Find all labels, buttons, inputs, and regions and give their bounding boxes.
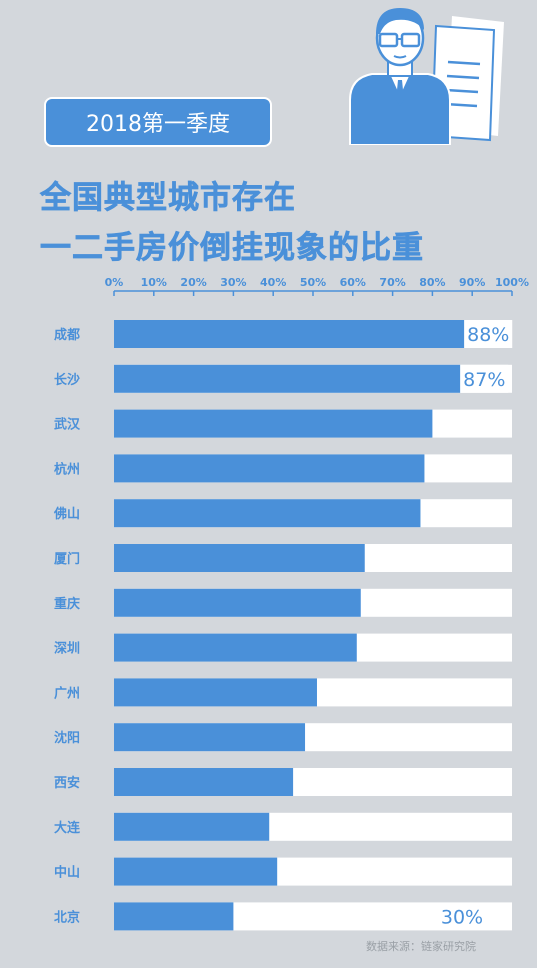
x-tick-label: 90%: [459, 276, 485, 289]
bar: [114, 857, 278, 886]
category-label: 厦门: [54, 551, 80, 567]
bar: [114, 633, 357, 662]
category-label: 深圳: [54, 641, 80, 657]
category-label: 北京: [54, 909, 80, 925]
bar: [114, 678, 317, 707]
x-tick-label: 50%: [300, 276, 326, 289]
bar: [114, 588, 361, 617]
x-tick-label: 0%: [105, 276, 124, 289]
bar: [114, 409, 433, 438]
x-tick-label: 10%: [141, 276, 167, 289]
category-label: 成都: [54, 327, 80, 343]
category-label: 大连: [54, 820, 81, 836]
x-tick-label: 20%: [180, 276, 206, 289]
bar-chart: 0% 10% 20% 30% 40% 50% 60% 70% 80% 90% 100% 成都 88% 长沙…: [53, 276, 529, 931]
data-label-box: [464, 320, 513, 348]
chart-title-line-1: 全国典型城市存在: [40, 180, 296, 217]
data-label: 30%: [441, 906, 483, 928]
category-label: 杭州: [54, 461, 80, 477]
bar: [114, 902, 234, 931]
category-label: 中山: [54, 865, 80, 881]
category-label: 重庆: [54, 596, 80, 612]
period-badge: 2018第一季度: [44, 97, 272, 147]
bar: [114, 723, 306, 752]
chart-title-line-2: 一二手房价倒挂现象的比重: [40, 230, 424, 267]
x-tick-label: 30%: [220, 276, 246, 289]
x-tick-label: 100%: [495, 276, 529, 289]
data-label-box: [460, 364, 509, 393]
data-label: 88%: [467, 324, 509, 346]
bar: [114, 320, 465, 348]
category-label: 长沙: [54, 372, 80, 388]
x-tick-label: 40%: [260, 276, 286, 289]
category-label: 沈阳: [54, 730, 80, 746]
bar: [114, 364, 461, 393]
businessman-with-document-icon: [332, 0, 532, 149]
bar: [114, 768, 294, 796]
data-label: 87%: [463, 369, 505, 391]
x-tick-label: 80%: [419, 276, 445, 289]
bar: [114, 454, 425, 483]
x-tick-label: 60%: [340, 276, 366, 289]
bar: [114, 812, 270, 841]
category-label: 佛山: [53, 506, 80, 522]
category-label: 广州: [54, 685, 80, 701]
category-label: 武汉: [54, 417, 81, 433]
data-source: 数据来源：链家研究院: [366, 940, 476, 953]
x-tick-label: 70%: [379, 276, 405, 289]
bar: [114, 544, 365, 572]
bar: [114, 499, 421, 528]
category-label: 西安: [54, 775, 80, 791]
